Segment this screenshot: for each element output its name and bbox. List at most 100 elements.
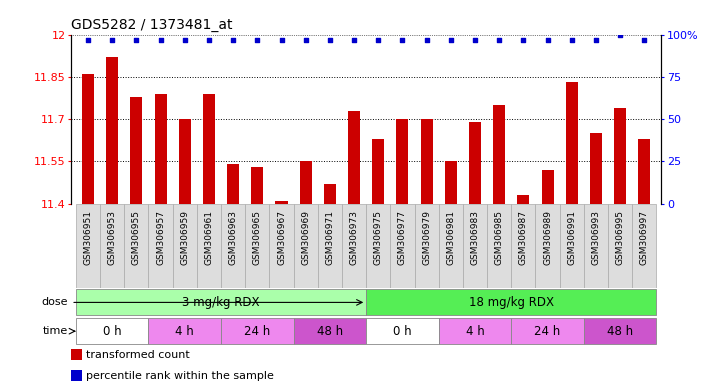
Bar (324, 184, 336, 204)
Point (300, 36, 311, 43)
Bar (130, 96, 142, 204)
Point (82, 36, 94, 43)
Point (373, 36, 384, 43)
Text: GSM306981: GSM306981 (447, 210, 455, 265)
Bar (100, 204, 124, 288)
Text: GSM306965: GSM306965 (253, 210, 262, 265)
Point (107, 36, 118, 43)
Point (228, 36, 239, 43)
Bar (76, 290, 366, 315)
Bar (294, 204, 318, 288)
Text: GSM306963: GSM306963 (229, 210, 237, 265)
Point (324, 36, 336, 43)
Text: GSM306957: GSM306957 (156, 210, 165, 265)
Bar (173, 204, 197, 288)
Bar (269, 204, 294, 288)
Text: GSM306955: GSM306955 (132, 210, 141, 265)
Bar (590, 133, 602, 204)
Bar (614, 108, 626, 204)
Bar (493, 105, 506, 204)
Bar (71, 349, 82, 360)
Point (590, 36, 602, 43)
Bar (608, 204, 632, 288)
Text: GSM306991: GSM306991 (567, 210, 576, 265)
Bar (439, 204, 463, 288)
Point (203, 36, 215, 43)
Bar (390, 204, 415, 288)
Point (421, 36, 432, 43)
Bar (535, 204, 560, 288)
Text: GSM306959: GSM306959 (181, 210, 189, 265)
Text: GSM306985: GSM306985 (495, 210, 503, 265)
Bar (82, 74, 94, 204)
Point (252, 36, 263, 43)
Text: 24 h: 24 h (535, 325, 561, 338)
Bar (342, 204, 366, 288)
Point (566, 36, 577, 43)
Text: GSM306973: GSM306973 (350, 210, 358, 265)
Text: GSM306977: GSM306977 (398, 210, 407, 265)
Point (638, 36, 650, 43)
Bar (445, 161, 457, 204)
Text: 4 h: 4 h (466, 325, 484, 338)
Bar (560, 204, 584, 288)
Bar (638, 139, 651, 204)
Point (276, 36, 287, 43)
Text: GDS5282 / 1373481_at: GDS5282 / 1373481_at (71, 18, 232, 32)
Point (493, 36, 505, 43)
Text: GSM306961: GSM306961 (205, 210, 213, 265)
Bar (415, 204, 439, 288)
Text: GSM306987: GSM306987 (519, 210, 528, 265)
Text: GSM306971: GSM306971 (326, 210, 334, 265)
Bar (221, 204, 245, 288)
Bar (275, 201, 287, 204)
Point (518, 36, 529, 43)
Bar (71, 370, 82, 381)
Text: GSM306967: GSM306967 (277, 210, 286, 265)
Text: GSM306989: GSM306989 (543, 210, 552, 265)
Bar (221, 318, 294, 344)
Bar (542, 170, 554, 204)
Point (469, 36, 481, 43)
Bar (149, 318, 221, 344)
Bar (469, 122, 481, 204)
Point (179, 36, 191, 43)
Text: 4 h: 4 h (176, 325, 194, 338)
Bar (487, 204, 511, 288)
Bar (299, 161, 311, 204)
Bar (421, 119, 433, 204)
Bar (511, 318, 584, 344)
Text: 0 h: 0 h (103, 325, 122, 338)
Bar (178, 119, 191, 204)
Bar (584, 318, 656, 344)
Text: 3 mg/kg RDX: 3 mg/kg RDX (182, 296, 260, 309)
Text: 48 h: 48 h (607, 325, 634, 338)
Bar (154, 94, 166, 204)
Bar (366, 318, 439, 344)
Text: GSM306951: GSM306951 (83, 210, 92, 265)
Text: GSM306993: GSM306993 (592, 210, 600, 265)
Bar (439, 318, 511, 344)
Bar (197, 204, 221, 288)
Point (542, 36, 553, 43)
Text: 48 h: 48 h (317, 325, 343, 338)
Bar (366, 290, 656, 315)
Bar (76, 318, 149, 344)
Text: 24 h: 24 h (244, 325, 270, 338)
Bar (511, 204, 535, 288)
Text: dose: dose (41, 297, 68, 308)
Text: 18 mg/kg RDX: 18 mg/kg RDX (469, 296, 554, 309)
Text: percentile rank within the sample: percentile rank within the sample (86, 371, 274, 381)
Point (397, 36, 408, 43)
Bar (632, 204, 656, 288)
Bar (518, 195, 530, 204)
Point (131, 36, 142, 43)
Bar (106, 57, 118, 204)
Text: 0 h: 0 h (393, 325, 412, 338)
Bar (76, 204, 100, 288)
Bar (251, 167, 263, 204)
Text: GSM306983: GSM306983 (471, 210, 479, 265)
Bar (397, 119, 409, 204)
Bar (566, 83, 578, 204)
Point (614, 31, 626, 38)
